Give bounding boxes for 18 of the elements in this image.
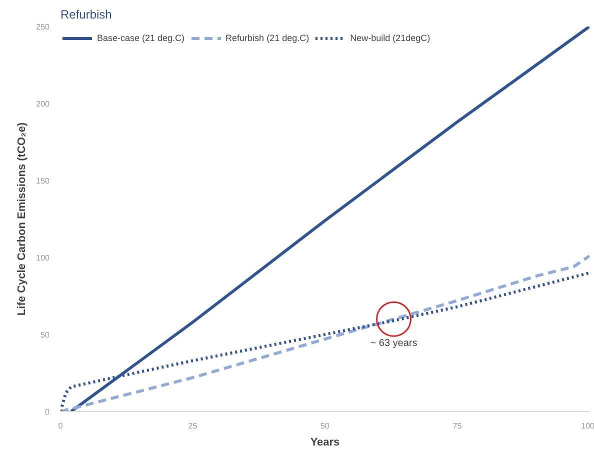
y-axis-title: Life Cycle Carbon Emissions (tCO₂e) <box>16 122 28 316</box>
legend-label: New-build (21degC) <box>350 33 430 43</box>
y-tick-label: 100 <box>36 254 50 262</box>
x-tick-label: 75 <box>452 422 462 430</box>
x-tick-label: 100 <box>581 422 594 430</box>
chart-title: Refurbish <box>60 8 112 22</box>
y-tick-label: 0 <box>45 408 50 416</box>
x-tick-label: 50 <box>320 422 330 430</box>
x-tick-label: 0 <box>58 422 64 430</box>
y-tick-label: 200 <box>36 100 50 108</box>
y-tick-label: 50 <box>40 330 50 340</box>
x-axis-title: Years <box>310 436 340 448</box>
x-tick-label: 25 <box>188 422 198 430</box>
y-tick-label: 250 <box>36 22 50 32</box>
legend-label: Refurbish (21 deg.C) <box>226 33 310 43</box>
legend-label: Base-case (21 deg.C) <box>97 33 185 43</box>
annotation: ~ 63 years <box>370 338 418 350</box>
y-tick-label: 150 <box>36 176 50 186</box>
